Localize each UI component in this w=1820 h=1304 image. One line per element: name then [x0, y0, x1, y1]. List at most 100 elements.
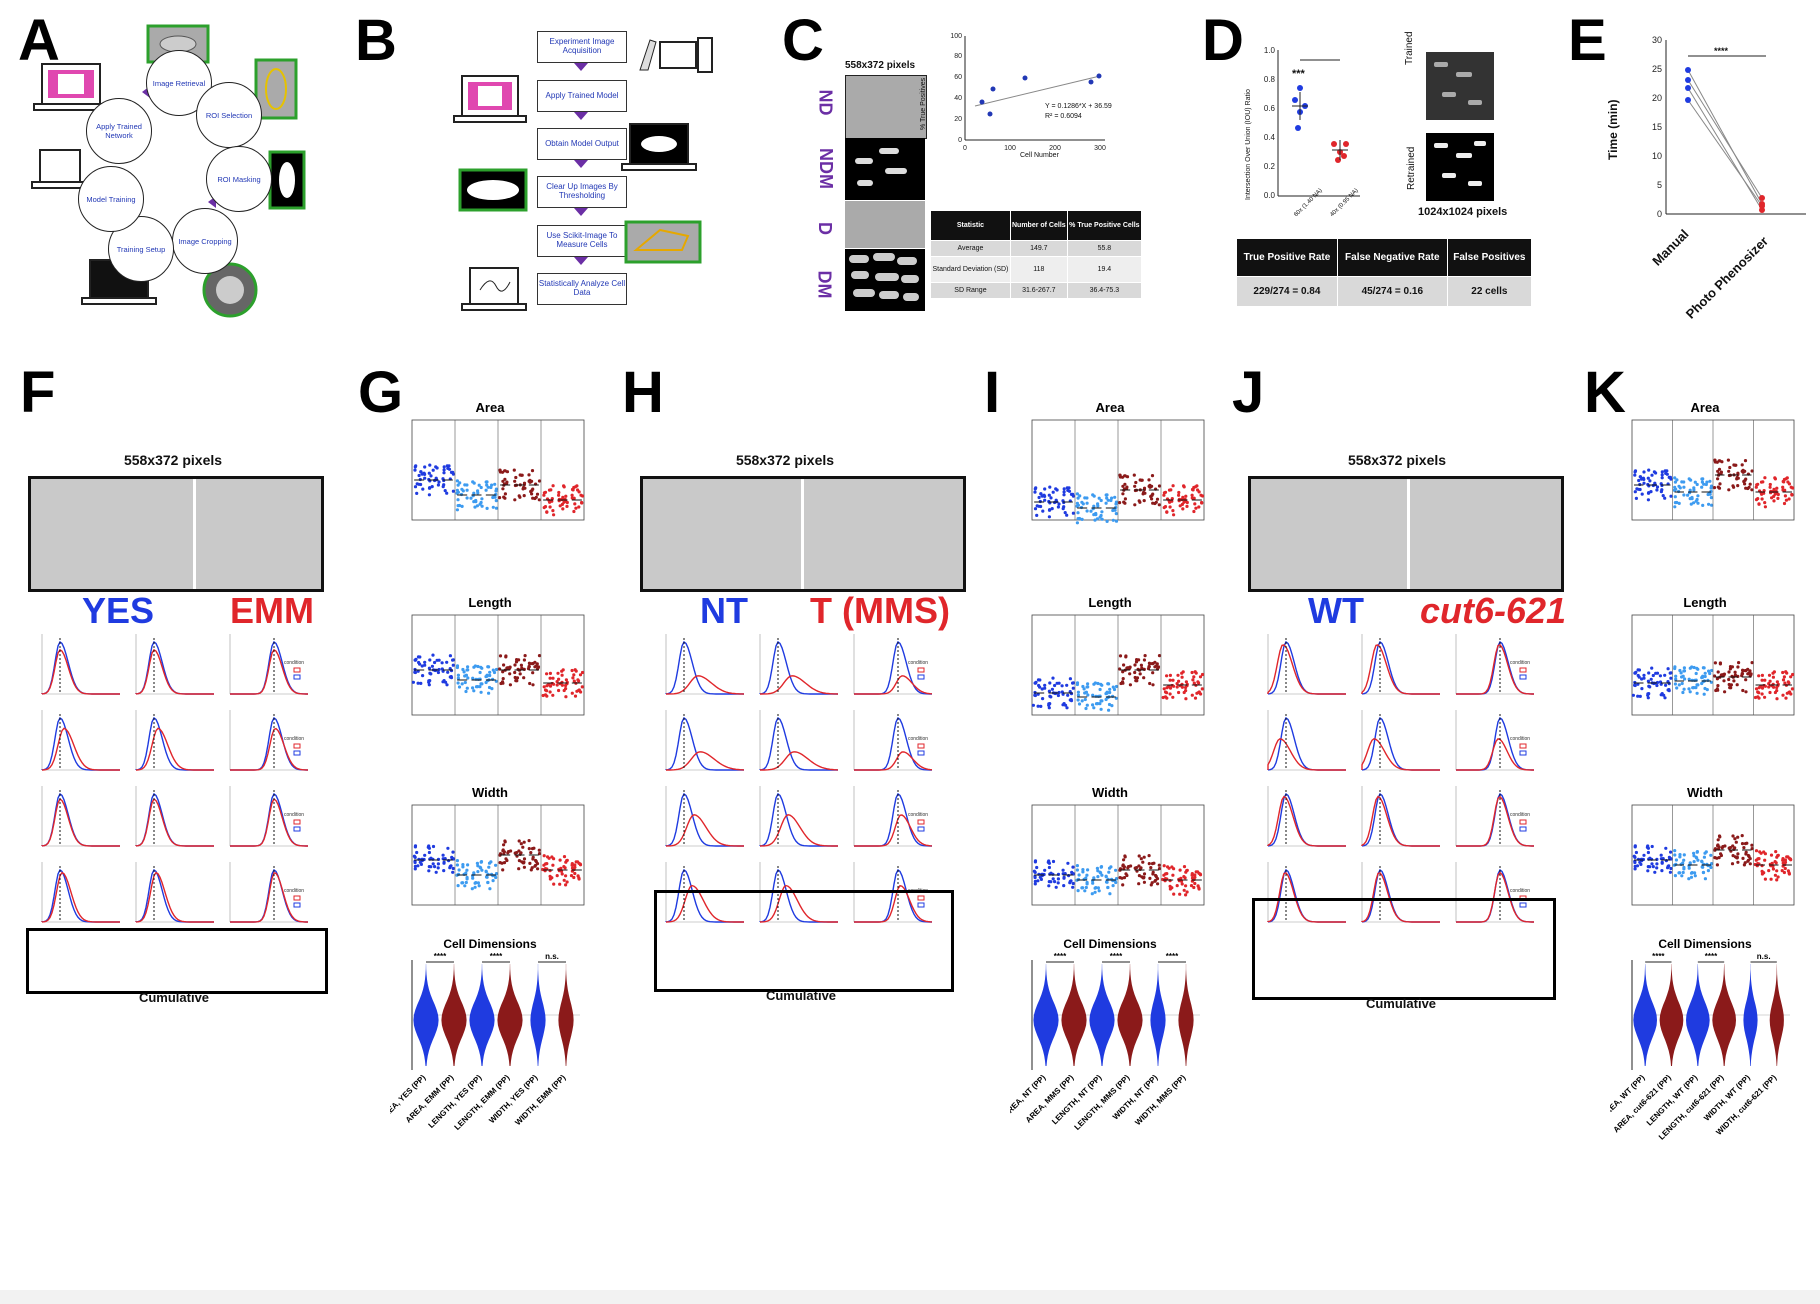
data-point	[1184, 680, 1188, 684]
density-subplot	[1267, 634, 1346, 695]
data-point	[1084, 885, 1088, 890]
data-point	[1655, 857, 1659, 861]
data-point	[1177, 490, 1181, 495]
data-point	[1121, 883, 1125, 887]
data-point	[1762, 489, 1766, 493]
data-point	[561, 507, 565, 511]
legend-title: condition	[908, 736, 928, 742]
data-point	[1732, 485, 1736, 489]
data-point	[537, 852, 542, 856]
data-point	[1077, 873, 1081, 877]
data-point	[572, 509, 576, 514]
data-point	[1785, 671, 1789, 675]
data-point	[1668, 475, 1672, 479]
data-point	[485, 506, 489, 510]
data-point	[1646, 498, 1650, 502]
data-point	[1034, 486, 1038, 490]
data-point	[576, 874, 580, 878]
data-point	[1702, 692, 1706, 696]
data-point	[441, 680, 445, 684]
data-point	[505, 470, 510, 474]
data-point	[1190, 496, 1194, 500]
data-point	[1772, 487, 1776, 491]
data-point	[1672, 488, 1676, 492]
panel-letter-d: D	[1202, 8, 1244, 73]
data-point	[577, 505, 581, 509]
data-point	[548, 671, 552, 675]
data-point	[1192, 885, 1196, 890]
data-point	[1728, 665, 1733, 669]
data-point	[1097, 889, 1101, 893]
data-point	[508, 672, 512, 676]
data-point	[460, 682, 464, 686]
violin-shape	[530, 964, 546, 1066]
data-point	[445, 660, 449, 664]
data-point	[533, 660, 537, 664]
data-point	[1682, 867, 1686, 871]
data-point	[1133, 663, 1137, 667]
data-point	[1770, 496, 1774, 500]
g-plots: Area Length Width Cell Dimensions **** **** n.…	[378, 400, 590, 1295]
data-point	[1748, 669, 1752, 673]
data-point	[1122, 865, 1126, 869]
sig-label: ****	[1054, 952, 1067, 961]
data-point	[474, 500, 478, 504]
data-point	[1198, 675, 1203, 679]
data-point	[1763, 695, 1767, 699]
data-point	[1039, 492, 1043, 496]
data-point	[1190, 693, 1194, 697]
data-point	[1789, 485, 1793, 489]
th-fnr: False Negative Rate	[1336, 238, 1448, 277]
density-grid-svg: condition condition condition condition	[41, 634, 309, 923]
data-point	[1085, 703, 1089, 707]
data-point	[1750, 843, 1754, 847]
data-point	[1660, 476, 1664, 480]
data-point	[433, 865, 437, 869]
data-point	[1196, 680, 1200, 684]
data-point	[1075, 521, 1079, 525]
flow-arrow	[574, 257, 588, 265]
panel-letter-a: A	[18, 8, 60, 73]
density-curve	[1361, 738, 1440, 771]
data-point	[573, 865, 577, 869]
density-curve	[854, 884, 933, 923]
data-point	[1107, 866, 1112, 870]
data-point	[1056, 505, 1060, 509]
data-point	[1728, 465, 1732, 470]
data-point	[479, 485, 483, 490]
density-subplot	[229, 710, 309, 771]
data-point	[1746, 667, 1750, 671]
data-point	[1733, 837, 1737, 841]
legend-swatch	[1519, 667, 1527, 673]
data-point	[1075, 868, 1079, 872]
data-point	[551, 676, 555, 680]
data-point	[1091, 493, 1095, 497]
data-point	[441, 477, 445, 481]
data-point	[577, 861, 581, 865]
data-point	[577, 490, 581, 494]
data-point	[557, 497, 561, 501]
jitter-column-svg: Area Length Width Cell Dimensions**** **** n.…	[378, 400, 585, 1132]
data-point	[436, 857, 441, 861]
data-point	[1193, 873, 1197, 877]
data-point	[465, 488, 469, 492]
flow-arrow	[574, 112, 588, 120]
data-point	[1736, 484, 1740, 488]
data-point	[1675, 686, 1679, 690]
data-point	[1061, 507, 1065, 511]
data-point	[435, 658, 439, 662]
data-point	[466, 863, 470, 867]
row-label-d: D	[815, 222, 835, 235]
data-point	[1635, 864, 1640, 868]
data-point	[1053, 683, 1057, 688]
density-subplot	[853, 634, 933, 695]
data-point	[1182, 888, 1186, 892]
data-point	[1061, 868, 1065, 872]
data-point	[1690, 665, 1694, 669]
data-point	[1776, 496, 1780, 500]
data-point	[1111, 884, 1115, 888]
data-point	[442, 471, 446, 475]
data-point	[1062, 884, 1066, 888]
data-point	[502, 861, 507, 865]
data-point	[1147, 478, 1151, 482]
